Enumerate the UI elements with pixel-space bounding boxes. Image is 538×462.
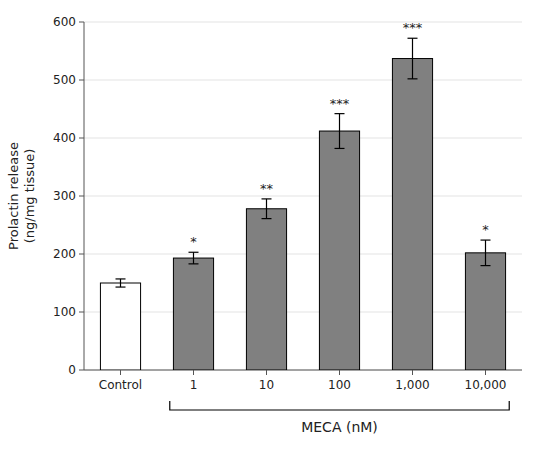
- bar: [319, 131, 359, 370]
- bracket: [170, 401, 509, 410]
- x-tick: [266, 370, 267, 375]
- error-bar: [408, 38, 418, 79]
- grid-line: [84, 22, 522, 23]
- y-tick: [79, 254, 84, 255]
- x-tick-label: 1: [190, 378, 198, 392]
- y-tick-label: 200: [53, 247, 76, 261]
- x-tick-label: 100: [328, 378, 351, 392]
- y-tick: [79, 312, 84, 313]
- bar: [392, 59, 432, 370]
- y-tick-label: 500: [53, 73, 76, 87]
- x-tick: [412, 370, 413, 375]
- x-tick-label: 10: [259, 378, 274, 392]
- error-bar: [335, 114, 345, 149]
- x-axis: [84, 370, 522, 371]
- bar: [100, 283, 140, 370]
- y-tick: [79, 370, 84, 371]
- x-tick: [120, 370, 121, 375]
- significance-label: *: [190, 234, 197, 249]
- significance-label: *: [482, 222, 489, 237]
- y-tick: [79, 22, 84, 23]
- significance-label: **: [260, 181, 274, 196]
- error-bar: [481, 240, 491, 266]
- y-tick-label: 600: [53, 15, 76, 29]
- y-tick: [79, 138, 84, 139]
- bar: [246, 209, 286, 370]
- error-bar: [189, 252, 199, 264]
- error-bar: [116, 279, 126, 287]
- x-tick-label: Control: [99, 378, 142, 392]
- grid-line: [84, 196, 522, 197]
- x-axis-label: MECA (nM): [301, 419, 378, 435]
- y-tick: [79, 196, 84, 197]
- x-tick: [485, 370, 486, 375]
- bar: [173, 258, 213, 370]
- grid-line: [84, 254, 522, 255]
- grid-line: [84, 370, 522, 371]
- error-bar: [262, 199, 272, 219]
- y-axis: [84, 22, 85, 370]
- grid-line: [84, 138, 522, 139]
- chart: 0100200300400500600**********Control1101…: [0, 0, 538, 462]
- bars: [100, 38, 505, 370]
- y-tick-label: 0: [68, 363, 76, 377]
- y-tick-label: 400: [53, 131, 76, 145]
- bar: [465, 253, 505, 370]
- y-tick: [79, 80, 84, 81]
- grid-line: [84, 80, 522, 81]
- grid: [84, 22, 522, 370]
- x-tick: [339, 370, 340, 375]
- significance-label: ***: [403, 20, 423, 35]
- y-tick-label: 300: [53, 189, 76, 203]
- x-tick-label: 10,000: [465, 378, 507, 392]
- x-tick-label: 1,000: [395, 378, 429, 392]
- significance-label: ***: [330, 96, 350, 111]
- y-tick-label: 100: [53, 305, 76, 319]
- grid-line: [84, 312, 522, 313]
- y-axis-label: Prolactin release(ng/mg tissue): [6, 142, 37, 250]
- x-tick: [193, 370, 194, 375]
